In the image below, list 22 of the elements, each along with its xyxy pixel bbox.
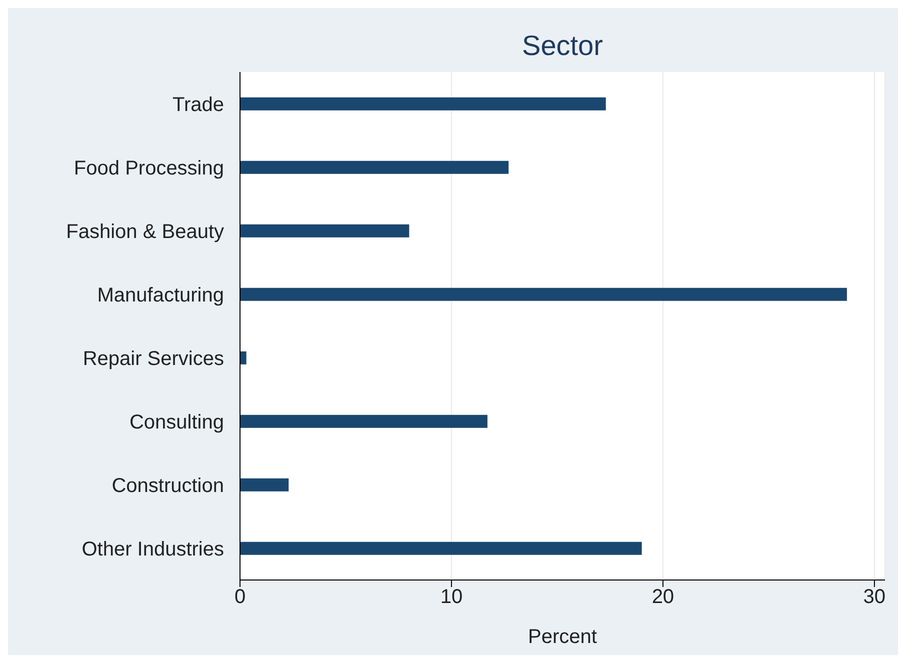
x-axis-title: Percent — [528, 626, 598, 648]
bar — [240, 351, 246, 364]
bar — [240, 288, 847, 301]
y-tick-label: Construction — [112, 474, 224, 497]
y-tick-label: Other Industries — [82, 538, 224, 560]
y-tick-label: Fashion & Beauty — [66, 220, 224, 243]
x-tick-label: 30 — [863, 586, 886, 608]
x-tick-label: 10 — [440, 586, 463, 608]
y-tick-label: Food Processing — [74, 157, 224, 180]
bar — [240, 224, 410, 238]
x-tick-label: 0 — [234, 586, 246, 608]
x-tick-label: 20 — [652, 586, 674, 608]
bar — [240, 97, 606, 110]
bar — [240, 542, 642, 555]
chart-title: Sector — [521, 30, 604, 62]
bar — [240, 478, 289, 492]
y-tick-label: Manufacturing — [97, 284, 224, 306]
y-tick-label: Trade — [172, 94, 224, 116]
bar — [240, 160, 509, 174]
bar — [240, 414, 488, 428]
y-tick-label: Consulting — [129, 411, 224, 434]
y-tick-label: Repair Services — [82, 348, 224, 370]
